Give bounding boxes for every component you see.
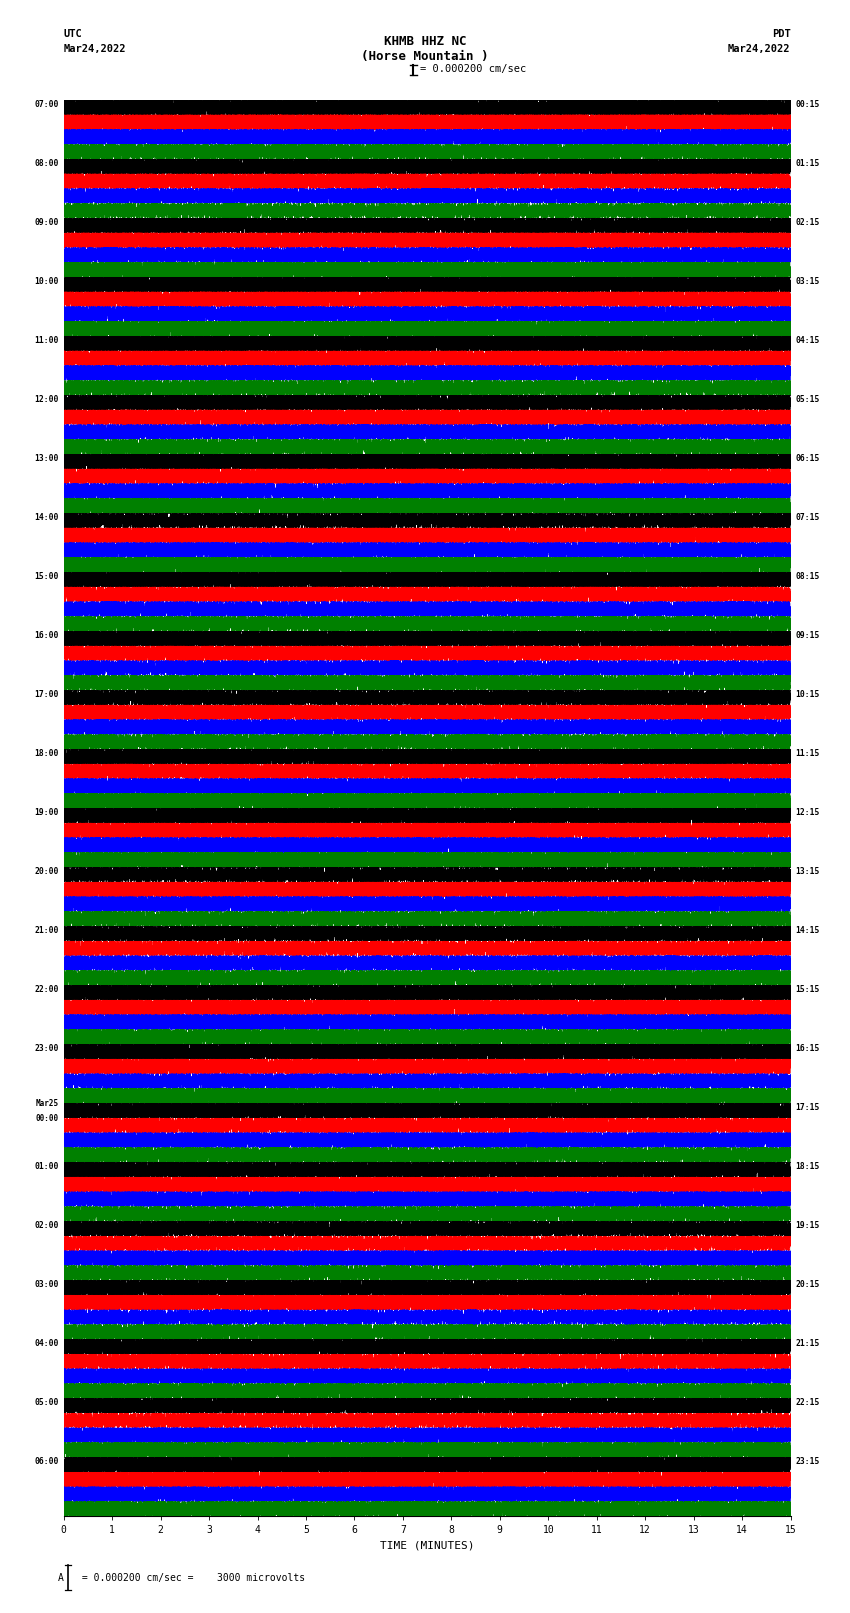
Text: 14:00: 14:00: [34, 513, 59, 523]
Text: 22:00: 22:00: [34, 986, 59, 994]
Text: 02:00: 02:00: [34, 1221, 59, 1231]
Text: 21:15: 21:15: [796, 1339, 820, 1348]
Text: 06:15: 06:15: [796, 455, 820, 463]
Text: 06:00: 06:00: [34, 1457, 59, 1466]
Text: (Horse Mountain ): (Horse Mountain ): [361, 50, 489, 63]
Text: 05:15: 05:15: [796, 395, 820, 403]
Text: 13:15: 13:15: [796, 868, 820, 876]
Text: 15:00: 15:00: [34, 573, 59, 581]
Text: 13:00: 13:00: [34, 455, 59, 463]
Text: 07:00: 07:00: [34, 100, 59, 110]
Text: 16:15: 16:15: [796, 1044, 820, 1053]
Text: 00:00: 00:00: [36, 1115, 59, 1124]
Text: 21:00: 21:00: [34, 926, 59, 936]
X-axis label: TIME (MINUTES): TIME (MINUTES): [380, 1540, 474, 1550]
Text: 20:15: 20:15: [796, 1281, 820, 1289]
Text: Mar24,2022: Mar24,2022: [728, 44, 791, 53]
Text: 03:00: 03:00: [34, 1281, 59, 1289]
Text: 18:00: 18:00: [34, 748, 59, 758]
Text: 10:00: 10:00: [34, 277, 59, 286]
Text: A: A: [59, 1573, 64, 1582]
Text: 01:15: 01:15: [796, 160, 820, 168]
Text: Mar25: Mar25: [36, 1098, 59, 1108]
Text: = 0.000200 cm/sec: = 0.000200 cm/sec: [420, 63, 526, 74]
Text: KHMB HHZ NC: KHMB HHZ NC: [383, 35, 467, 48]
Text: 11:15: 11:15: [796, 748, 820, 758]
Text: 09:00: 09:00: [34, 218, 59, 227]
Text: 20:00: 20:00: [34, 868, 59, 876]
Text: 16:00: 16:00: [34, 631, 59, 640]
Text: 00:15: 00:15: [796, 100, 820, 110]
Text: 09:15: 09:15: [796, 631, 820, 640]
Text: Mar24,2022: Mar24,2022: [64, 44, 127, 53]
Text: UTC: UTC: [64, 29, 82, 39]
Text: 17:15: 17:15: [796, 1103, 820, 1111]
Text: 14:15: 14:15: [796, 926, 820, 936]
Text: 18:15: 18:15: [796, 1161, 820, 1171]
Text: 23:00: 23:00: [34, 1044, 59, 1053]
Text: 22:15: 22:15: [796, 1398, 820, 1407]
Text: 12:15: 12:15: [796, 808, 820, 818]
Text: 10:15: 10:15: [796, 690, 820, 698]
Text: 08:00: 08:00: [34, 160, 59, 168]
Text: 23:15: 23:15: [796, 1457, 820, 1466]
Text: 08:15: 08:15: [796, 573, 820, 581]
Text: 15:15: 15:15: [796, 986, 820, 994]
Text: = 0.000200 cm/sec =    3000 microvolts: = 0.000200 cm/sec = 3000 microvolts: [76, 1573, 306, 1582]
Text: 03:15: 03:15: [796, 277, 820, 286]
Text: 12:00: 12:00: [34, 395, 59, 403]
Text: 19:15: 19:15: [796, 1221, 820, 1231]
Text: 04:00: 04:00: [34, 1339, 59, 1348]
Text: 02:15: 02:15: [796, 218, 820, 227]
Text: 11:00: 11:00: [34, 336, 59, 345]
Text: 19:00: 19:00: [34, 808, 59, 818]
Text: 17:00: 17:00: [34, 690, 59, 698]
Text: 07:15: 07:15: [796, 513, 820, 523]
Text: 05:00: 05:00: [34, 1398, 59, 1407]
Text: PDT: PDT: [772, 29, 791, 39]
Text: 04:15: 04:15: [796, 336, 820, 345]
Text: 01:00: 01:00: [34, 1161, 59, 1171]
